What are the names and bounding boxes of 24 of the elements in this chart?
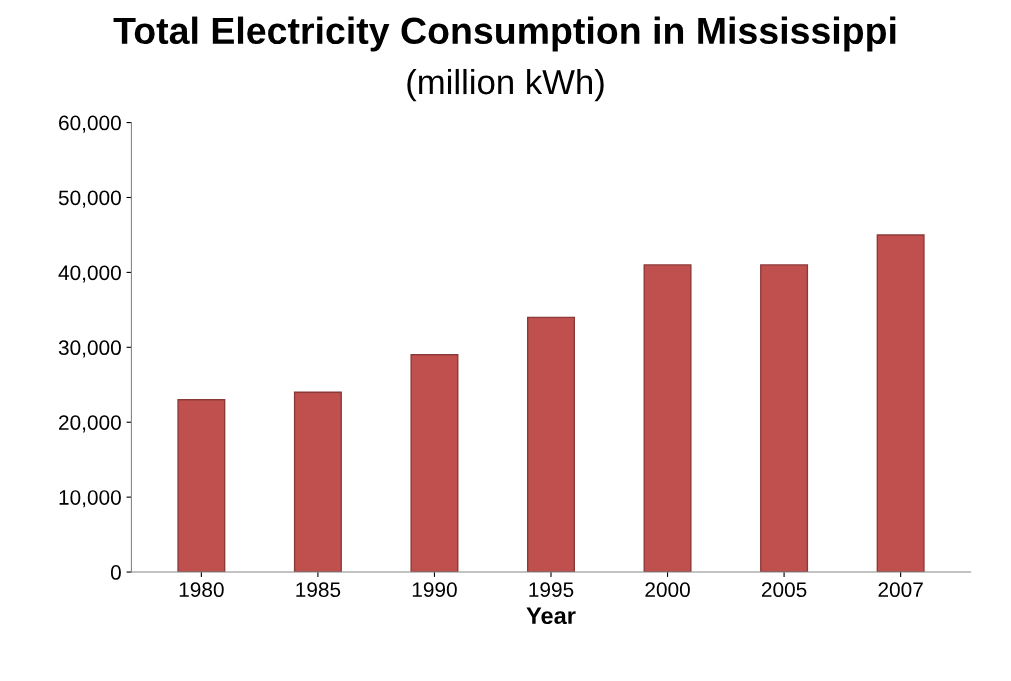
bar [760,264,809,573]
y-tick-label: 10,000 [59,490,121,508]
chart-title: Total Electricity Consumption in Mississippi [113,16,896,52]
x-tick-label: 2005 [761,582,807,598]
x-axis-title: Year [526,607,576,625]
y-tick-label: 0 [110,565,121,580]
y-tick-label: 30,000 [58,340,121,358]
x-tick-label: 2007 [878,582,923,598]
bar [643,264,692,573]
y-tick-label: 50,000 [58,190,121,208]
y-tick-label: 20,000 [59,415,121,433]
x-tick-label: 1980 [179,582,224,598]
bar [526,316,575,573]
x-tick-label: 1985 [296,582,341,598]
x-tick-label: 1995 [529,582,574,598]
bar [876,234,925,573]
y-tick-label: 40,000 [58,265,121,283]
bar [177,399,226,573]
chart-subtitle: (million kWh) [407,68,604,102]
x-tick-label: 1990 [412,582,457,598]
x-tick-label: 2000 [645,582,690,598]
bar [293,391,342,573]
bar [410,354,459,573]
y-tick-label: 60,000 [59,115,121,133]
